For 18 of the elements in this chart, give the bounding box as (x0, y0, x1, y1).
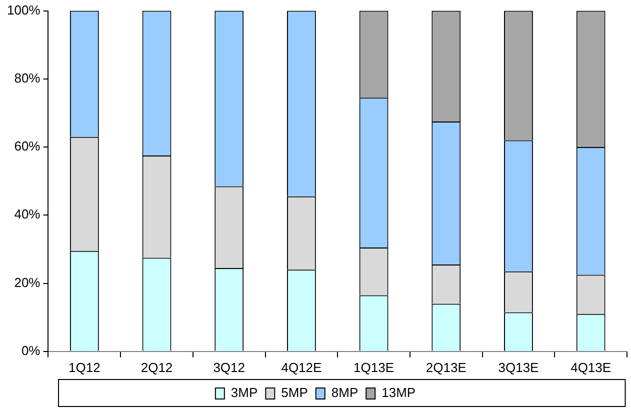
x-tick-label: 2Q12 (140, 360, 173, 375)
y-tick-label: 100% (7, 2, 41, 18)
y-tick-label: 80% (14, 70, 41, 86)
legend-label: 5MP (281, 385, 308, 400)
x-tick-label: 3Q13E (498, 360, 540, 375)
y-tick-label: 0% (21, 342, 41, 358)
x-tick-label: 1Q13E (354, 360, 394, 375)
y-tick-label: 20% (14, 274, 41, 290)
y-tick-label: 60% (14, 138, 41, 154)
x-tick-label: 3Q12 (213, 360, 246, 375)
legend-label: 3MP (230, 385, 258, 400)
y-tick-label: 40% (14, 206, 41, 222)
x-tick-label: 2Q13E (426, 360, 467, 375)
x-tick-label: 4Q12E (281, 360, 322, 375)
x-tick-label: 1Q12 (68, 360, 100, 375)
legend-label: 8MP (331, 385, 358, 400)
legend-label: 13MP (382, 385, 416, 400)
x-tick-label: 4Q13E (570, 360, 612, 375)
